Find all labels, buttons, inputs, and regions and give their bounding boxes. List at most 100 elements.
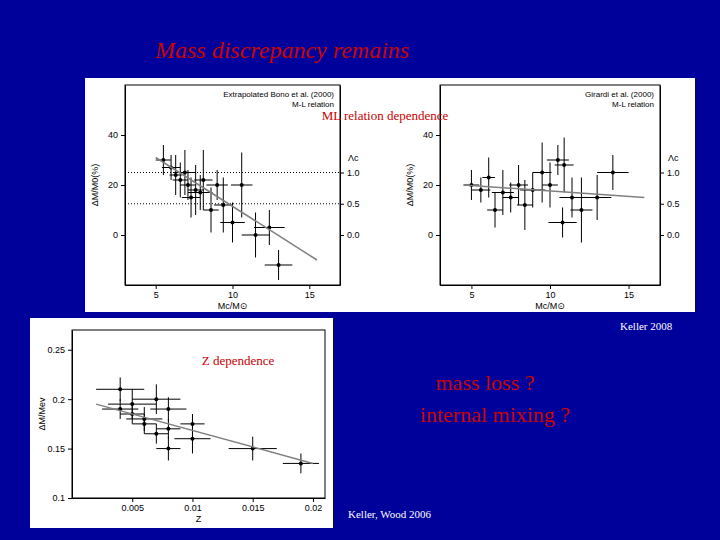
data-point-group (144, 424, 168, 444)
tick-label: 0.0 (347, 230, 360, 240)
tick: 0.5 (340, 199, 360, 209)
data-point (501, 191, 505, 195)
tick: 0.01 (184, 498, 202, 513)
data-point-group (194, 150, 212, 210)
tick-mark (68, 449, 72, 450)
axis-line (73, 498, 326, 499)
y-axis: 0.10.150.20.25 (47, 331, 72, 504)
plot-annotation: M-L relation (612, 100, 654, 109)
data-point-group (533, 143, 552, 203)
tick: 40 (108, 130, 125, 140)
background (0, 0, 720, 540)
data-point (209, 208, 213, 212)
tick-label: 0.25 (47, 345, 65, 355)
tick: 0.25 (47, 345, 72, 355)
data-point-group (156, 145, 171, 175)
tick-mark (436, 235, 440, 236)
tick: 0.1 (52, 493, 72, 503)
tick: 1.0 (660, 168, 680, 178)
tick: 15 (305, 285, 315, 300)
x-axis: 51015 (441, 285, 661, 300)
data-point (561, 221, 565, 225)
data-point-group (487, 193, 503, 228)
tick-mark (660, 173, 664, 174)
data-point-group (492, 170, 514, 215)
tick-mark (629, 285, 630, 289)
tick-label: 5 (469, 290, 474, 300)
tick-mark (309, 285, 310, 289)
tick-mark (660, 204, 664, 205)
data-point (570, 196, 574, 200)
data-point (277, 263, 281, 267)
data-point-group (265, 250, 293, 280)
fit-line (96, 404, 313, 463)
tick-label: 20 (108, 180, 118, 190)
plot-area (125, 145, 340, 280)
tick-mark (121, 235, 125, 236)
credit: Keller, Wood 2006 (348, 508, 432, 520)
tick-label: 40 (423, 130, 433, 140)
fit-line (464, 185, 645, 198)
tick-label: 0.01 (184, 503, 202, 513)
figure-panel (30, 318, 333, 528)
tick: 15 (624, 285, 634, 300)
tick-mark (132, 498, 133, 502)
tick: 0.2 (52, 395, 72, 405)
tick: 40 (423, 130, 440, 140)
tick-label: 0.5 (667, 199, 680, 209)
tick-label: 20 (423, 180, 433, 190)
x-axis: 0.0050.010.0150.02 (73, 498, 326, 513)
y2-axis-title: Λc (348, 153, 359, 163)
data-point (183, 171, 187, 175)
data-point (221, 203, 225, 207)
slide-annotation: ML relation dependence (322, 108, 449, 123)
axis-line (72, 331, 73, 499)
plot-frame (440, 85, 660, 285)
tick-label: 0.0 (667, 230, 680, 240)
data-point (166, 447, 170, 451)
data-point (595, 196, 599, 200)
data-point (201, 178, 205, 182)
tick-mark (68, 399, 72, 400)
tick: 0.02 (305, 498, 323, 513)
data-point (479, 188, 483, 192)
tick-mark (660, 235, 664, 236)
tick-label: 0 (428, 230, 433, 240)
tick: 20 (108, 180, 125, 190)
x-axis: 51015 (126, 285, 341, 300)
tick-label: 0.1 (52, 493, 65, 503)
data-point (299, 461, 303, 465)
tick: 0.0 (660, 230, 680, 240)
slide-annotation: Z dependence (202, 353, 275, 368)
tick-mark (471, 285, 472, 289)
y2-axis-title: Λc (668, 153, 679, 163)
data-point (154, 397, 158, 401)
data-point (198, 191, 202, 195)
data-point (579, 208, 583, 212)
data-point (166, 407, 170, 411)
data-point (178, 178, 182, 182)
data-point (190, 422, 194, 426)
tick-mark (121, 135, 125, 136)
data-point (556, 158, 560, 162)
data-point (154, 432, 158, 436)
x-axis-title: Mc/M⊙ (218, 301, 248, 311)
data-point-group (570, 178, 592, 243)
data-point-group (548, 208, 576, 238)
axis-line (660, 86, 661, 286)
data-point-group (503, 183, 519, 213)
data-point (611, 171, 615, 175)
tick-mark (192, 498, 193, 502)
tick-label: 15 (624, 290, 634, 300)
tick-mark (340, 204, 344, 205)
data-point-group (229, 437, 277, 461)
data-point-group (150, 397, 186, 421)
plot-area (464, 138, 645, 243)
data-point-group (517, 180, 533, 230)
plot-frame (125, 85, 340, 285)
slide-title: Mass discrepancy remains (154, 37, 409, 63)
data-point (517, 183, 521, 187)
tick-label: 1.0 (667, 168, 680, 178)
tick-mark (121, 185, 125, 186)
data-point (540, 171, 544, 175)
